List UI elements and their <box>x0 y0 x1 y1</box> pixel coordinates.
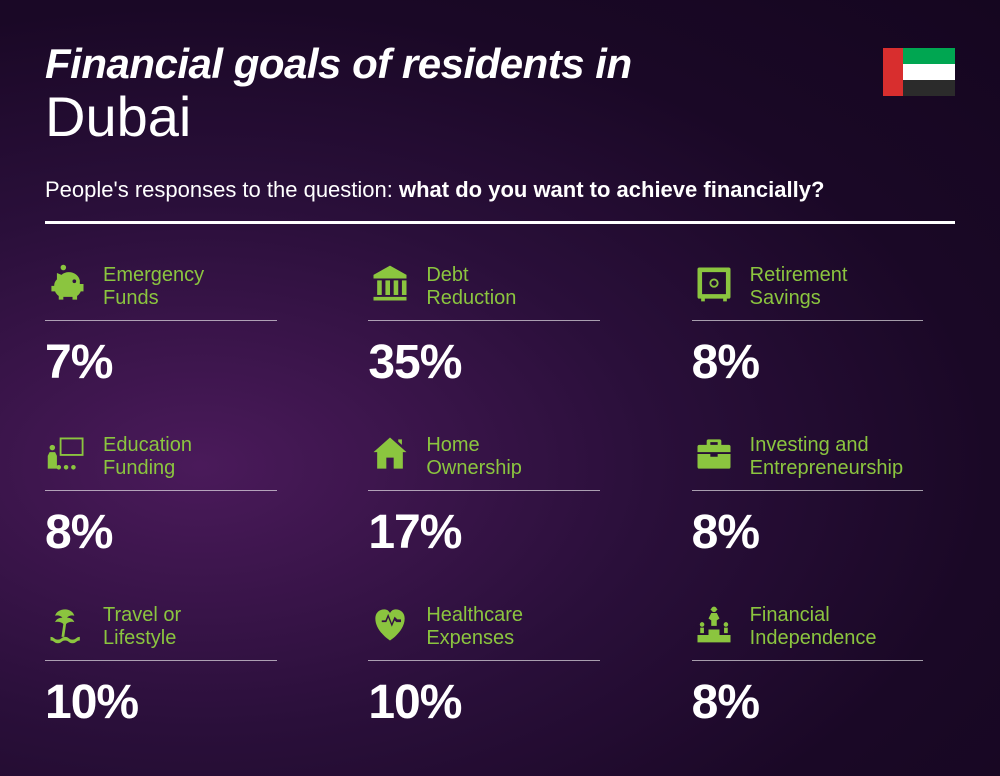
item-divider <box>692 490 924 491</box>
presentation-icon <box>45 432 89 476</box>
goal-value: 8% <box>692 335 955 390</box>
goal-value: 17% <box>368 505 631 560</box>
goal-value: 8% <box>692 505 955 560</box>
briefcase-icon <box>692 432 736 476</box>
item-divider <box>45 320 277 321</box>
goal-healthcare: HealthcareExpenses 10% <box>368 602 631 730</box>
bank-icon <box>368 262 412 306</box>
goals-grid: EmergencyFunds 7% DebtReduction 35% Reti… <box>45 262 955 730</box>
island-icon <box>45 602 89 646</box>
goal-label: HomeOwnership <box>426 432 522 480</box>
header: Financial goals of residents in Dubai <box>45 40 955 149</box>
goal-emergency-funds: EmergencyFunds 7% <box>45 262 308 390</box>
title-line-1: Financial goals of residents in <box>45 40 955 88</box>
podium-icon <box>692 602 736 646</box>
goal-label: Investing andEntrepreneurship <box>750 432 903 480</box>
goal-label: HealthcareExpenses <box>426 602 523 650</box>
item-divider <box>368 660 600 661</box>
goal-value: 8% <box>45 505 308 560</box>
item-divider <box>692 660 924 661</box>
house-icon <box>368 432 412 476</box>
goal-financial-independence: FinancialIndependence 8% <box>692 602 955 730</box>
goal-value: 7% <box>45 335 308 390</box>
goal-label: Travel orLifestyle <box>103 602 181 650</box>
heart-pulse-icon <box>368 602 412 646</box>
piggy-bank-icon <box>45 262 89 306</box>
subtitle-bold: what do you want to achieve financially? <box>399 177 824 202</box>
goal-label: DebtReduction <box>426 262 516 310</box>
goal-retirement-savings: RetirementSavings 8% <box>692 262 955 390</box>
item-divider <box>45 490 277 491</box>
goal-value: 8% <box>692 675 955 730</box>
goal-label: EmergencyFunds <box>103 262 204 310</box>
subtitle: People's responses to the question: what… <box>45 177 955 203</box>
item-divider <box>692 320 924 321</box>
goal-investing: Investing andEntrepreneurship 8% <box>692 432 955 560</box>
goal-home-ownership: HomeOwnership 17% <box>368 432 631 560</box>
goal-travel-lifestyle: Travel orLifestyle 10% <box>45 602 308 730</box>
item-divider <box>368 320 600 321</box>
goal-label: RetirementSavings <box>750 262 848 310</box>
subtitle-prefix: People's responses to the question: <box>45 177 399 202</box>
goal-value: 35% <box>368 335 631 390</box>
item-divider <box>45 660 277 661</box>
goal-education-funding: EducationFunding 8% <box>45 432 308 560</box>
goal-debt-reduction: DebtReduction 35% <box>368 262 631 390</box>
safe-icon <box>692 262 736 306</box>
title-line-2: Dubai <box>45 84 955 149</box>
goal-label: FinancialIndependence <box>750 602 877 650</box>
uae-flag-icon <box>883 48 955 96</box>
item-divider <box>368 490 600 491</box>
goal-value: 10% <box>368 675 631 730</box>
goal-label: EducationFunding <box>103 432 192 480</box>
goal-value: 10% <box>45 675 308 730</box>
header-divider <box>45 221 955 224</box>
